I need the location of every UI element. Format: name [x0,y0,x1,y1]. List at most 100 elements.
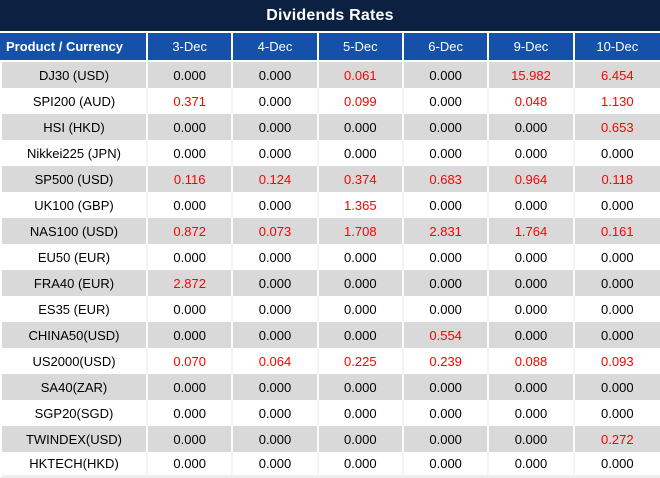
dividend-value-cell: 0.000 [233,244,319,270]
dividend-value-cell: 0.000 [148,296,234,322]
dividends-rates-table: Product / Currency 3-Dec 4-Dec 5-Dec 6-D… [0,33,660,478]
table-row: US2000(USD) 0.070 0.064 0.225 0.239 0.088 0.09… [0,348,660,374]
dividend-value-cell: 0.225 [318,348,404,374]
dividend-value-cell: 0.000 [574,244,660,270]
column-header-10-dec: 10-Dec [574,33,660,62]
dividend-value-cell: 0.000 [489,140,575,166]
dividend-value-cell: 0.000 [318,140,404,166]
dividend-value-cell: 6.454 [574,62,660,88]
dividend-value-cell: 0.000 [403,374,490,400]
dividend-value-cell: 0.000 [489,270,575,296]
dividend-value-cell: 0.073 [233,218,319,244]
dividend-value-cell: 0.000 [403,452,490,478]
dividend-value-cell: 0.000 [148,140,234,166]
dividend-value-cell: 0.000 [403,244,490,270]
table-row: EU50 (EUR) 0.000 0.000 0.000 0.000 0.000 0.000 [0,244,660,270]
dividend-value-cell: 0.000 [403,192,490,218]
dividend-value-cell: 0.116 [148,166,234,192]
dividend-value-cell: 0.000 [574,322,660,348]
dividend-value-cell: 0.000 [318,426,404,452]
table-row: NAS100 (USD) 0.872 0.073 1.708 2.831 1.764 0.1… [0,218,660,244]
dividend-value-cell: 0.161 [574,218,660,244]
dividend-value-cell: 0.000 [489,114,575,140]
dividend-value-cell: 0.099 [318,88,404,114]
product-cell: ES35 (EUR) [0,296,148,322]
dividend-value-cell: 0.000 [233,426,319,452]
dividend-value-cell: 1.130 [574,88,660,114]
product-cell: US2000(USD) [0,348,148,374]
header-row: Product / Currency 3-Dec 4-Dec 5-Dec 6-D… [0,33,660,62]
page-title: Dividends Rates [0,0,660,33]
dividend-value-cell: 0.000 [574,374,660,400]
dividend-value-cell: 0.000 [233,62,319,88]
product-cell: UK100 (GBP) [0,192,148,218]
dividend-value-cell: 0.371 [148,88,234,114]
dividend-value-cell: 0.000 [318,270,404,296]
dividend-value-cell: 0.000 [489,374,575,400]
dividend-value-cell: 0.000 [233,114,319,140]
dividend-value-cell: 0.000 [574,452,660,478]
dividend-value-cell: 15.982 [489,62,575,88]
table-row: HSI (HKD) 0.000 0.000 0.000 0.000 0.000 0.653 [0,114,660,140]
dividend-value-cell: 0.048 [489,88,575,114]
dividend-value-cell: 0.000 [318,322,404,348]
dividend-value-cell: 0.000 [403,400,490,426]
product-cell: CHINA50(USD) [0,322,148,348]
table-header: Product / Currency 3-Dec 4-Dec 5-Dec 6-D… [0,33,660,62]
dividend-value-cell: 0.000 [403,140,490,166]
dividend-value-cell: 0.000 [233,140,319,166]
dividend-value-cell: 0.000 [489,244,575,270]
dividend-value-cell: 0.093 [574,348,660,374]
dividend-value-cell: 0.000 [318,296,404,322]
dividend-value-cell: 2.872 [148,270,234,296]
dividend-value-cell: 0.000 [574,296,660,322]
dividend-value-cell: 0.064 [233,348,319,374]
column-header-product-currency: Product / Currency [0,33,148,62]
dividend-value-cell: 0.000 [233,322,319,348]
table-row: FRA40 (EUR) 2.872 0.000 0.000 0.000 0.000 0.00… [0,270,660,296]
table-row: Nikkei225 (JPN) 0.000 0.000 0.000 0.000 0.000… [0,140,660,166]
product-cell: DJ30 (USD) [0,62,148,88]
dividend-value-cell: 0.118 [574,166,660,192]
product-cell: EU50 (EUR) [0,244,148,270]
dividend-value-cell: 0.000 [318,244,404,270]
dividend-value-cell: 0.000 [148,426,234,452]
table-row: DJ30 (USD) 0.000 0.000 0.061 0.000 15.982 6.45… [0,62,660,88]
dividend-value-cell: 0.000 [403,62,490,88]
dividend-value-cell: 0.000 [233,374,319,400]
column-header-3-dec: 3-Dec [148,33,234,62]
column-header-6-dec: 6-Dec [403,33,490,62]
dividend-value-cell: 0.000 [489,192,575,218]
table-row: UK100 (GBP) 0.000 0.000 1.365 0.000 0.000 0.00… [0,192,660,218]
table-row: SA40(ZAR) 0.000 0.000 0.000 0.000 0.000 0.000 [0,374,660,400]
dividend-value-cell: 0.000 [148,374,234,400]
dividend-value-cell: 0.872 [148,218,234,244]
dividend-value-cell: 0.000 [233,88,319,114]
dividend-value-cell: 1.764 [489,218,575,244]
dividend-value-cell: 0.683 [403,166,490,192]
dividend-value-cell: 0.000 [574,400,660,426]
dividend-value-cell: 0.000 [489,322,575,348]
dividend-value-cell: 0.000 [574,270,660,296]
dividend-value-cell: 0.000 [148,114,234,140]
table-row: CHINA50(USD) 0.000 0.000 0.000 0.554 0.000 0.0… [0,322,660,348]
dividend-value-cell: 0.000 [403,426,490,452]
dividend-value-cell: 0.000 [318,452,404,478]
dividend-value-cell: 0.000 [233,270,319,296]
table-row: SPI200 (AUD) 0.371 0.000 0.099 0.000 0.048 1.1… [0,88,660,114]
dividend-value-cell: 0.000 [233,296,319,322]
dividend-value-cell: 0.000 [148,62,234,88]
product-cell: SPI200 (AUD) [0,88,148,114]
product-cell: SP500 (USD) [0,166,148,192]
dividend-value-cell: 0.272 [574,426,660,452]
dividend-value-cell: 0.374 [318,166,404,192]
dividend-value-cell: 0.964 [489,166,575,192]
dividend-value-cell: 2.831 [403,218,490,244]
dividend-value-cell: 0.000 [403,296,490,322]
product-cell: FRA40 (EUR) [0,270,148,296]
dividend-value-cell: 0.000 [574,192,660,218]
table-row: TWINDEX(USD) 0.000 0.000 0.000 0.000 0.000 0.2… [0,426,660,452]
dividend-value-cell: 0.124 [233,166,319,192]
dividend-value-cell: 0.000 [148,192,234,218]
dividend-value-cell: 0.000 [489,296,575,322]
